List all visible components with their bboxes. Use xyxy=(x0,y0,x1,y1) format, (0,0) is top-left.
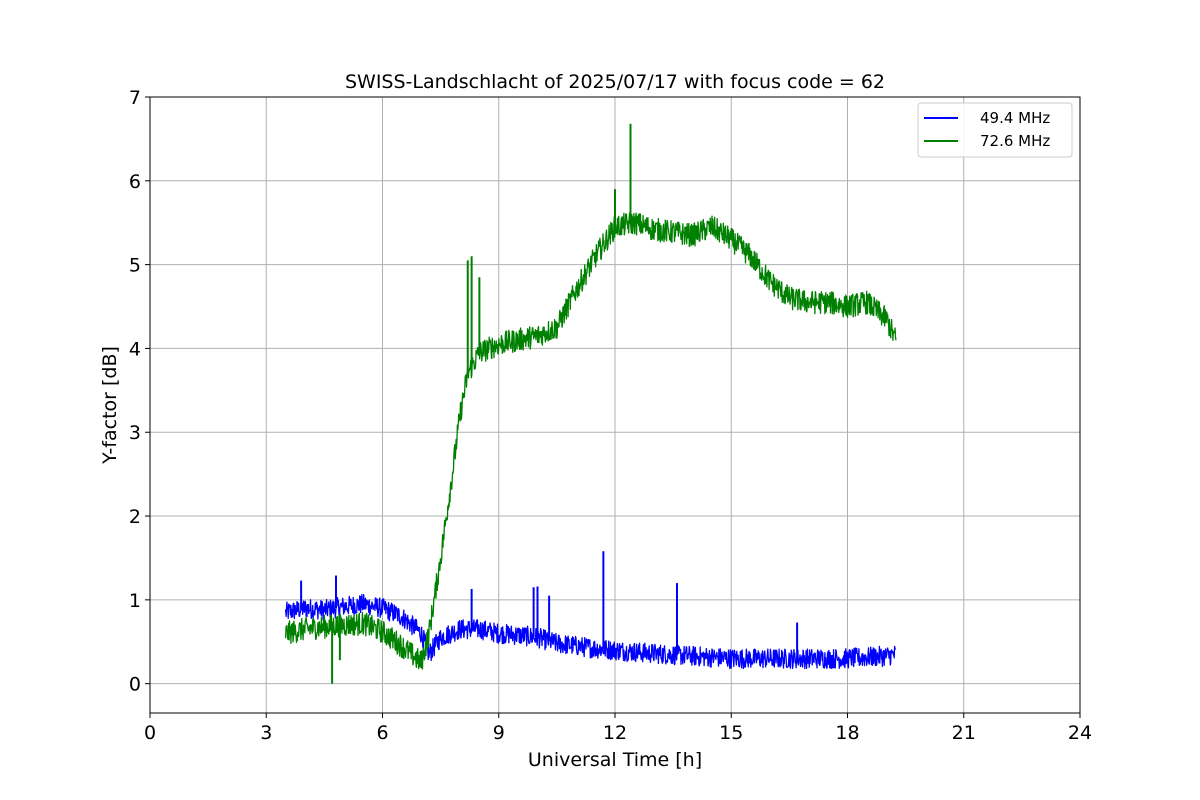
x-tick-label: 0 xyxy=(144,722,156,744)
legend-label-49-4: 49.4 MHz xyxy=(980,109,1050,127)
y-tick-label: 6 xyxy=(129,171,141,193)
legend: 49.4 MHz 72.6 MHz xyxy=(917,102,1073,158)
x-axis-label: Universal Time [h] xyxy=(528,749,702,771)
y-tick-label: 2 xyxy=(129,506,141,528)
x-tick-label: 6 xyxy=(376,722,388,744)
x-tick-label: 18 xyxy=(835,722,859,744)
y-tick-label: 5 xyxy=(129,255,141,277)
x-tick-label: 24 xyxy=(1068,722,1092,744)
legend-label-72-6: 72.6 MHz xyxy=(980,132,1050,150)
legend-box xyxy=(917,102,1073,158)
chart-title: SWISS-Landschlacht of 2025/07/17 with fo… xyxy=(345,71,885,93)
x-tick-label: 15 xyxy=(719,722,743,744)
y-tick-label: 0 xyxy=(129,674,141,696)
y-tick-label: 4 xyxy=(129,338,141,360)
series-line-49-4-mhz xyxy=(284,593,897,670)
x-tick-label: 12 xyxy=(603,722,627,744)
y-tick-label: 3 xyxy=(129,422,141,444)
y-axis-label: Y-factor [dB] xyxy=(99,346,121,465)
series-layer xyxy=(284,123,897,684)
x-tick-label: 3 xyxy=(260,722,272,744)
series-line-72-6-mhz xyxy=(284,212,897,670)
x-tick-label: 9 xyxy=(493,722,505,744)
x-tick-label: 21 xyxy=(952,722,976,744)
y-tick-label: 7 xyxy=(129,87,141,109)
y-tick-label: 1 xyxy=(129,590,141,612)
